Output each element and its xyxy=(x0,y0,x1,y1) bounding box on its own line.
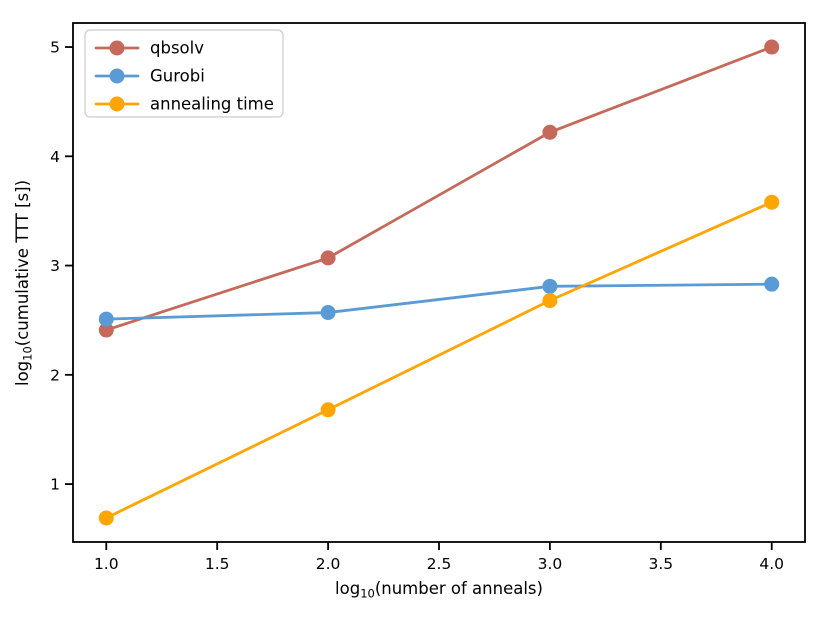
legend: qbsolv Gurobi annealing time xyxy=(84,29,284,118)
legend-marker-icon xyxy=(109,96,125,112)
x-axis-label-subscript: 10 xyxy=(360,587,375,601)
y-axis-ticks: 1 2 3 4 5 xyxy=(50,39,73,494)
legend-entry-label: qbsolv xyxy=(150,39,204,58)
y-tick-label: 2 xyxy=(50,366,60,384)
x-axis-label: log10(number of anneals) xyxy=(335,579,543,601)
y-axis-label-pre: log xyxy=(13,361,32,386)
x-tick-label: 1.0 xyxy=(94,555,119,573)
series-qbsolv xyxy=(98,39,780,338)
legend-entry-label: annealing time xyxy=(150,95,274,114)
x-axis-ticks: 1.0 1.5 2.0 2.5 3.0 3.5 4.0 xyxy=(94,542,784,573)
x-tick-label: 2.5 xyxy=(427,555,452,573)
data-point-marker xyxy=(98,322,114,338)
data-point-marker xyxy=(320,402,336,418)
x-tick-label: 2.0 xyxy=(316,555,341,573)
x-tick-label: 3.0 xyxy=(538,555,563,573)
y-tick-label: 4 xyxy=(50,148,60,166)
data-point-marker xyxy=(98,311,114,327)
y-axis-label-subscript: 10 xyxy=(21,346,35,361)
series-lines xyxy=(98,39,780,526)
series-annealing-time xyxy=(98,194,780,526)
x-axis-label-pre: log xyxy=(335,579,360,598)
legend-entry-label: Gurobi xyxy=(150,67,205,86)
legend-entry-annealing-time: annealing time xyxy=(94,95,274,114)
x-tick-label: 1.5 xyxy=(205,555,230,573)
x-tick-label: 4.0 xyxy=(759,555,784,573)
legend-marker-icon xyxy=(109,40,125,56)
data-point-marker xyxy=(98,510,114,526)
data-point-marker xyxy=(542,293,558,309)
data-point-marker xyxy=(542,124,558,140)
data-point-marker xyxy=(764,276,780,292)
data-point-marker xyxy=(764,39,780,55)
y-axis-label: log10(cumulative TTT [s]) xyxy=(13,180,35,386)
y-tick-label: 3 xyxy=(50,257,60,275)
series-line xyxy=(104,200,774,520)
legend-entry-qbsolv: qbsolv xyxy=(94,39,204,58)
data-point-marker xyxy=(542,278,558,294)
data-point-marker xyxy=(764,194,780,210)
legend-entry-Gurobi: Gurobi xyxy=(94,67,205,86)
y-tick-label: 1 xyxy=(50,476,60,494)
series-line xyxy=(104,282,774,321)
data-point-marker xyxy=(320,250,336,266)
y-tick-label: 5 xyxy=(50,39,60,57)
series-Gurobi xyxy=(98,276,780,327)
series-line xyxy=(104,45,774,332)
legend-box xyxy=(84,29,284,118)
x-axis-label-post: (number of anneals) xyxy=(375,579,543,598)
data-point-marker xyxy=(320,305,336,321)
x-tick-label: 3.5 xyxy=(648,555,673,573)
y-axis-label-post: (cumulative TTT [s]) xyxy=(13,180,32,346)
legend-marker-icon xyxy=(109,68,125,84)
